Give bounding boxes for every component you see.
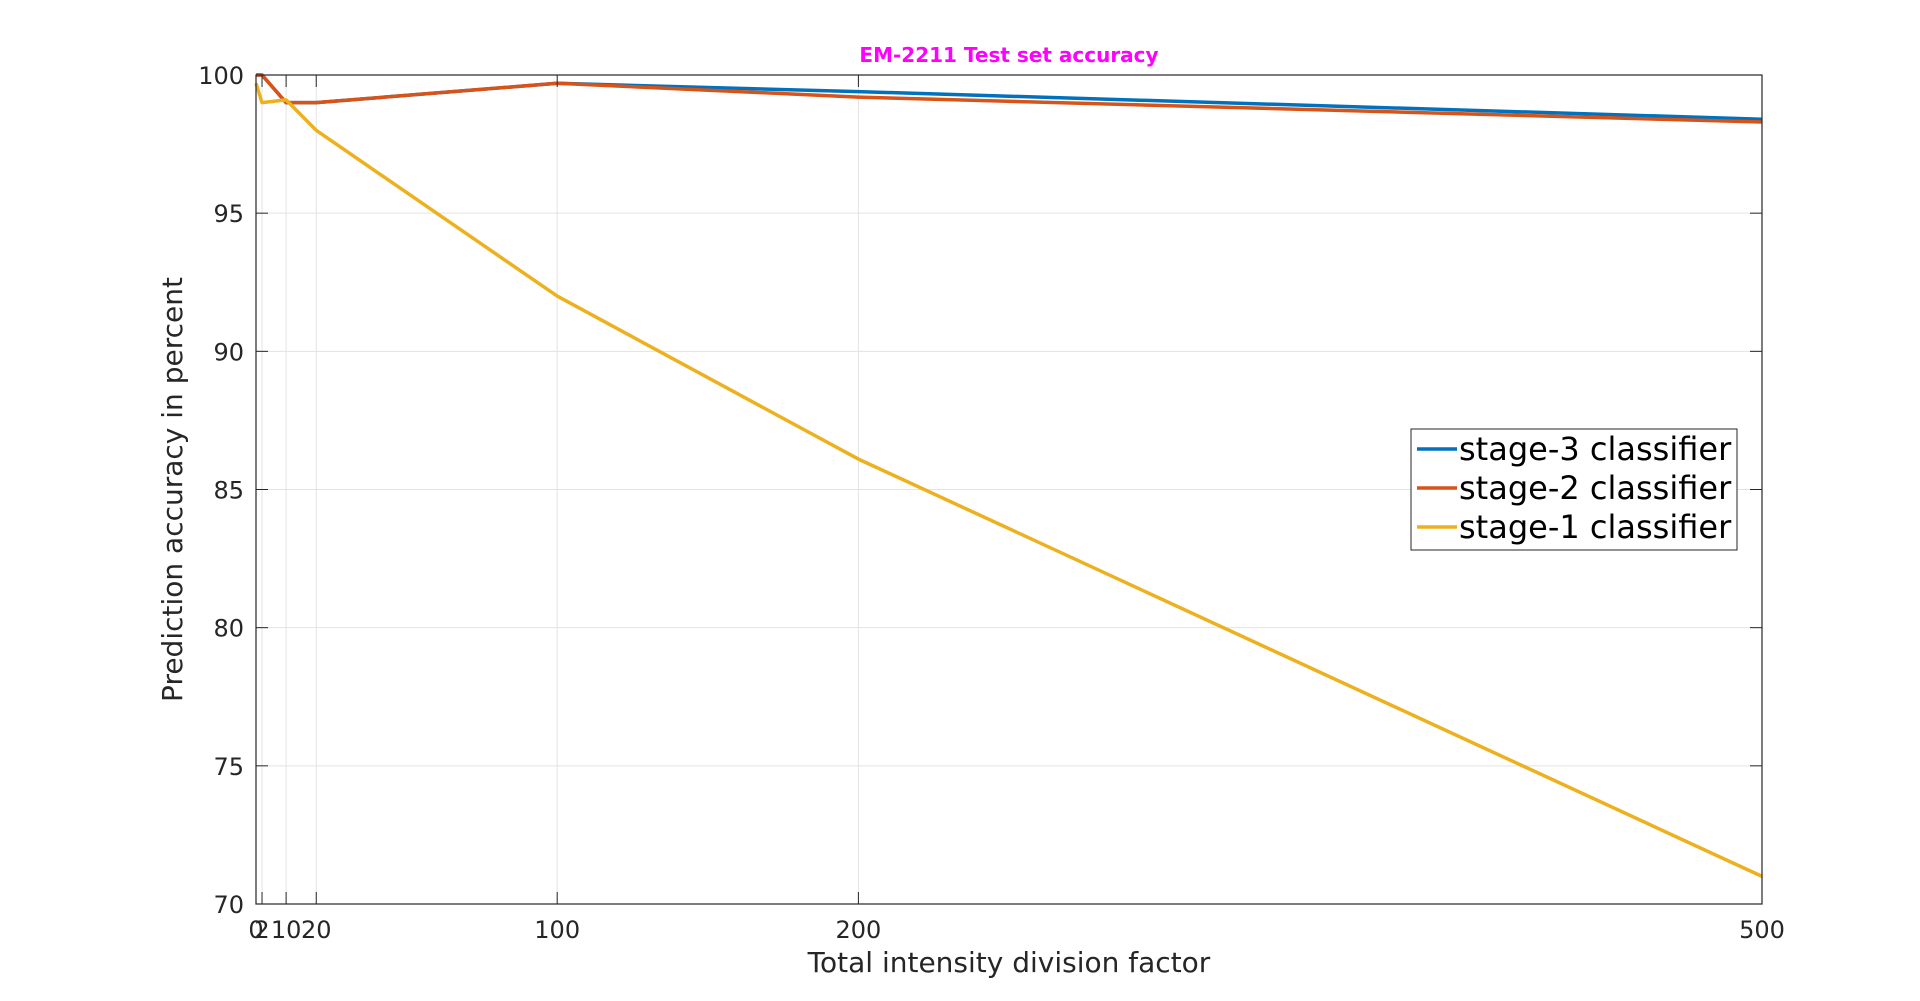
y-tick-label: 85	[213, 477, 244, 505]
x-tick-label: 2	[254, 916, 269, 944]
chart-title: EM-2211 Test set accuracy	[859, 43, 1158, 67]
legend-label: stage-2 classifier	[1459, 469, 1732, 507]
legend-box	[1410, 428, 1738, 551]
axis-ticks: 02 10 20 100 200 500 70 75 80 85 90 95 100	[198, 62, 1785, 944]
x-tick-label: 500	[1739, 916, 1785, 944]
x-tick-label: 10	[271, 916, 302, 944]
y-axis-label: Prediction accuracy in percent	[156, 277, 189, 702]
legend-entry: stage-3 classifier	[1417, 430, 1732, 468]
legend-entry: stage-1 classifier	[1417, 508, 1732, 546]
x-tick-label: 100	[534, 916, 580, 944]
y-tick-label: 100	[198, 62, 244, 90]
legend-label: stage-1 classifier	[1459, 508, 1732, 546]
y-tick-label: 90	[213, 338, 244, 366]
y-tick-label: 95	[213, 200, 244, 228]
legend-entry: stage-2 classifier	[1417, 469, 1732, 507]
y-tick-label: 70	[213, 891, 244, 919]
x-tick-label: 200	[835, 916, 881, 944]
x-tick-label: 0	[248, 916, 263, 944]
series-line-stage-1-classifier	[254, 82, 1763, 878]
legend-label: stage-3 classifier	[1459, 430, 1732, 468]
x-tick-label: 20	[301, 916, 332, 944]
x-axis-label: Total intensity division factor	[807, 946, 1211, 979]
y-tick-label: 75	[213, 753, 244, 781]
y-tick-label: 80	[213, 615, 244, 643]
